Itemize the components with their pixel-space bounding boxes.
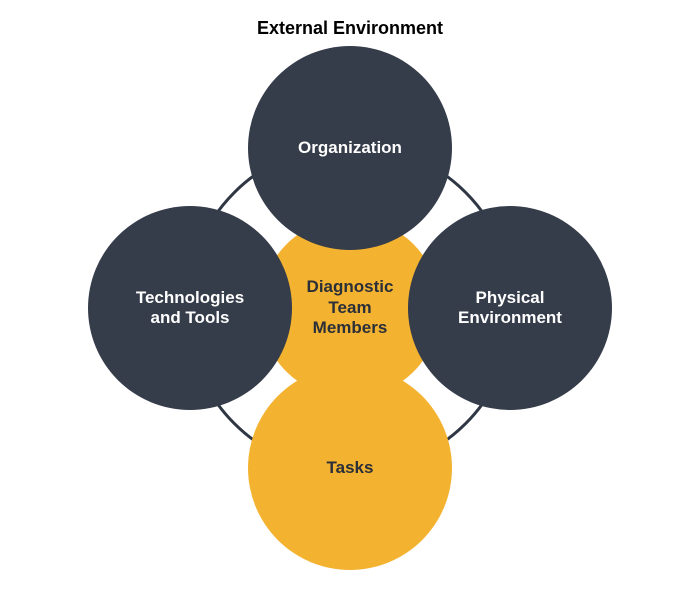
node-physical-environment: PhysicalEnvironment	[408, 206, 612, 410]
node-organization: Organization	[248, 46, 452, 250]
node-technologies-tools: Technologiesand Tools	[88, 206, 292, 410]
node-center-label: DiagnosticTeamMembers	[295, 277, 406, 338]
diagram-title: External Environment	[0, 18, 700, 39]
node-physical-environment-label: PhysicalEnvironment	[446, 288, 574, 329]
diagnostic-team-diagram: External Environment Tasks DiagnosticTea…	[0, 0, 700, 592]
node-tasks-label: Tasks	[315, 458, 386, 478]
node-organization-label: Organization	[286, 138, 414, 158]
node-technologies-tools-label: Technologiesand Tools	[124, 288, 256, 329]
